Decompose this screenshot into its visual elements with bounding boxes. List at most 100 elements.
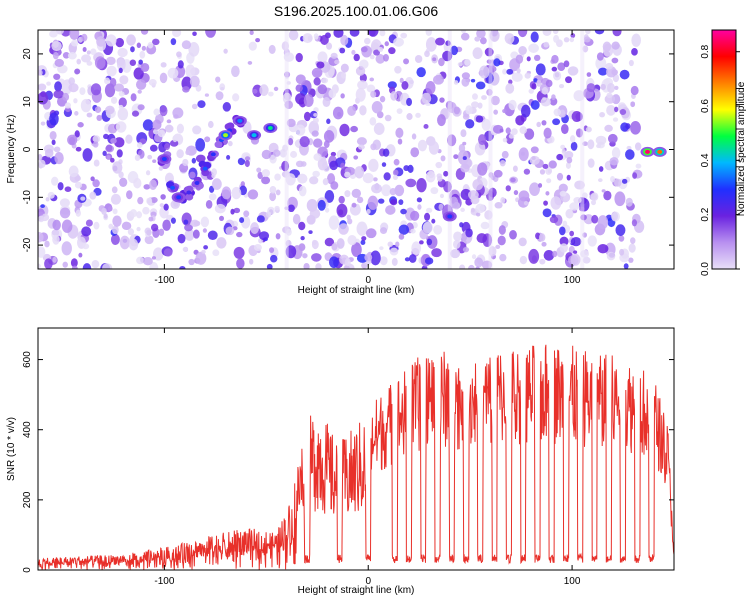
heatmap-speckle (558, 183, 568, 193)
heatmap-speckle (94, 106, 102, 114)
heatmap-speckle (628, 243, 636, 253)
heatmap-speckle (136, 142, 143, 149)
heatmap-speckle (394, 65, 402, 74)
heatmap-speckle (102, 263, 113, 269)
heatmap-speckle (119, 235, 130, 250)
heatmap-speckle (529, 182, 540, 196)
heatmap-speckle (147, 154, 153, 160)
heatmap-speckle (255, 38, 261, 43)
heatmap-speckle (89, 191, 97, 200)
snr-ytick-label: 600 (22, 351, 33, 368)
heatmap-speckle (82, 148, 93, 162)
heatmap-speckle (567, 66, 579, 76)
heatmap-speckle (317, 84, 328, 95)
heatmap-speckle (52, 219, 61, 231)
heatmap-speckle (561, 123, 569, 135)
heatmap-speckle (261, 176, 271, 185)
heatmap-speckle (425, 81, 436, 95)
heatmap-speckle (46, 81, 51, 86)
heatmap-speckle (565, 162, 571, 169)
heatmap-speckle (369, 117, 377, 126)
heatmap-speckle (460, 32, 470, 41)
heatmap-speckle (207, 230, 218, 241)
heatmap-speckle (453, 231, 463, 242)
heatmap-speckle (298, 185, 307, 197)
heatmap-speckle (531, 83, 537, 90)
heatmap-speckle (153, 108, 160, 116)
heatmap-speckle (508, 79, 513, 85)
heatmap-speckle (269, 191, 277, 202)
heatmap-speckle (40, 204, 45, 209)
colorbar-tick-label: 0.4 (700, 153, 711, 167)
heatmap-speckle (256, 215, 265, 223)
heatmap-speckle (230, 208, 235, 215)
heatmap-speckle (150, 196, 158, 204)
heatmap-speckle (105, 105, 115, 115)
heatmap-speckle (38, 263, 41, 269)
heatmap-speckle (126, 190, 133, 200)
heatmap-speckle (114, 137, 125, 148)
heatmap-speckle (516, 68, 521, 74)
heatmap-streak (447, 30, 452, 269)
heatmap-speckle (137, 89, 142, 94)
heatmap-speckle (142, 119, 154, 131)
heatmap-speckle (391, 257, 398, 266)
heatmap-speckle (149, 144, 158, 152)
heatmap-speckle (631, 48, 638, 56)
spectrogram-ytick-label: 10 (22, 96, 33, 108)
heatmap-speckle (259, 231, 270, 241)
heatmap-speckle (92, 141, 99, 148)
heatmap-speckle (44, 148, 54, 158)
heatmap-speckle (347, 105, 356, 116)
heatmap-speckle (110, 234, 120, 245)
heatmap-speckle (505, 83, 515, 94)
heatmap-speckle (351, 188, 362, 199)
heatmap-speckle (322, 178, 329, 186)
heatmap-speckle (509, 229, 517, 240)
heatmap-speckle (582, 256, 591, 264)
heatmap-speckle (541, 87, 549, 95)
heatmap-speckle (583, 36, 591, 43)
heatmap-speckle (321, 77, 329, 84)
heatmap-speckle (159, 105, 168, 117)
heatmap-speckle (493, 58, 501, 67)
heatmap-speckle (90, 48, 97, 55)
heatmap-speckle (526, 56, 531, 62)
heatmap-speckle (118, 97, 127, 108)
heatmap-cells (38, 30, 667, 269)
heatmap-speckle (239, 217, 245, 224)
heatmap-speckle (430, 187, 439, 195)
heatmap-speckle (357, 80, 368, 90)
snr-xlabel: Height of straight line (km) (298, 585, 415, 596)
heatmap-speckle (596, 52, 604, 61)
heatmap-speckle (559, 109, 566, 118)
heatmap-speckle (619, 109, 627, 116)
heatmap-speckle (462, 247, 470, 253)
heatmap-speckle (152, 119, 162, 130)
heatmap-speckle (609, 157, 619, 166)
heatmap-speckle (244, 159, 250, 168)
heatmap-speckle (480, 221, 490, 230)
heatmap-speckle (179, 265, 186, 269)
heatmap-speckle (137, 196, 144, 205)
heatmap-speckle (417, 139, 428, 152)
heatmap-speckle (257, 171, 264, 180)
heatmap-speckle (476, 233, 488, 244)
heatmap-speckle (80, 196, 86, 201)
heatmap-track-core (202, 166, 208, 171)
heatmap-speckle (559, 236, 569, 246)
heatmap-speckle (379, 30, 386, 37)
heatmap-speckle (461, 77, 470, 87)
heatmap-speckle (86, 112, 93, 118)
heatmap-speckle (370, 250, 381, 266)
heatmap-blob-core (176, 195, 182, 200)
heatmap-speckle (508, 99, 517, 111)
heatmap-speckle (369, 54, 375, 60)
heatmap-speckle (506, 68, 514, 75)
heatmap-speckle (460, 163, 470, 173)
heatmap-speckle (460, 207, 465, 213)
heatmap-speckle (261, 149, 272, 160)
heatmap-speckle (512, 165, 518, 172)
heatmap-speckle (142, 257, 153, 266)
colorbar-tick-label: 0.0 (700, 262, 711, 276)
